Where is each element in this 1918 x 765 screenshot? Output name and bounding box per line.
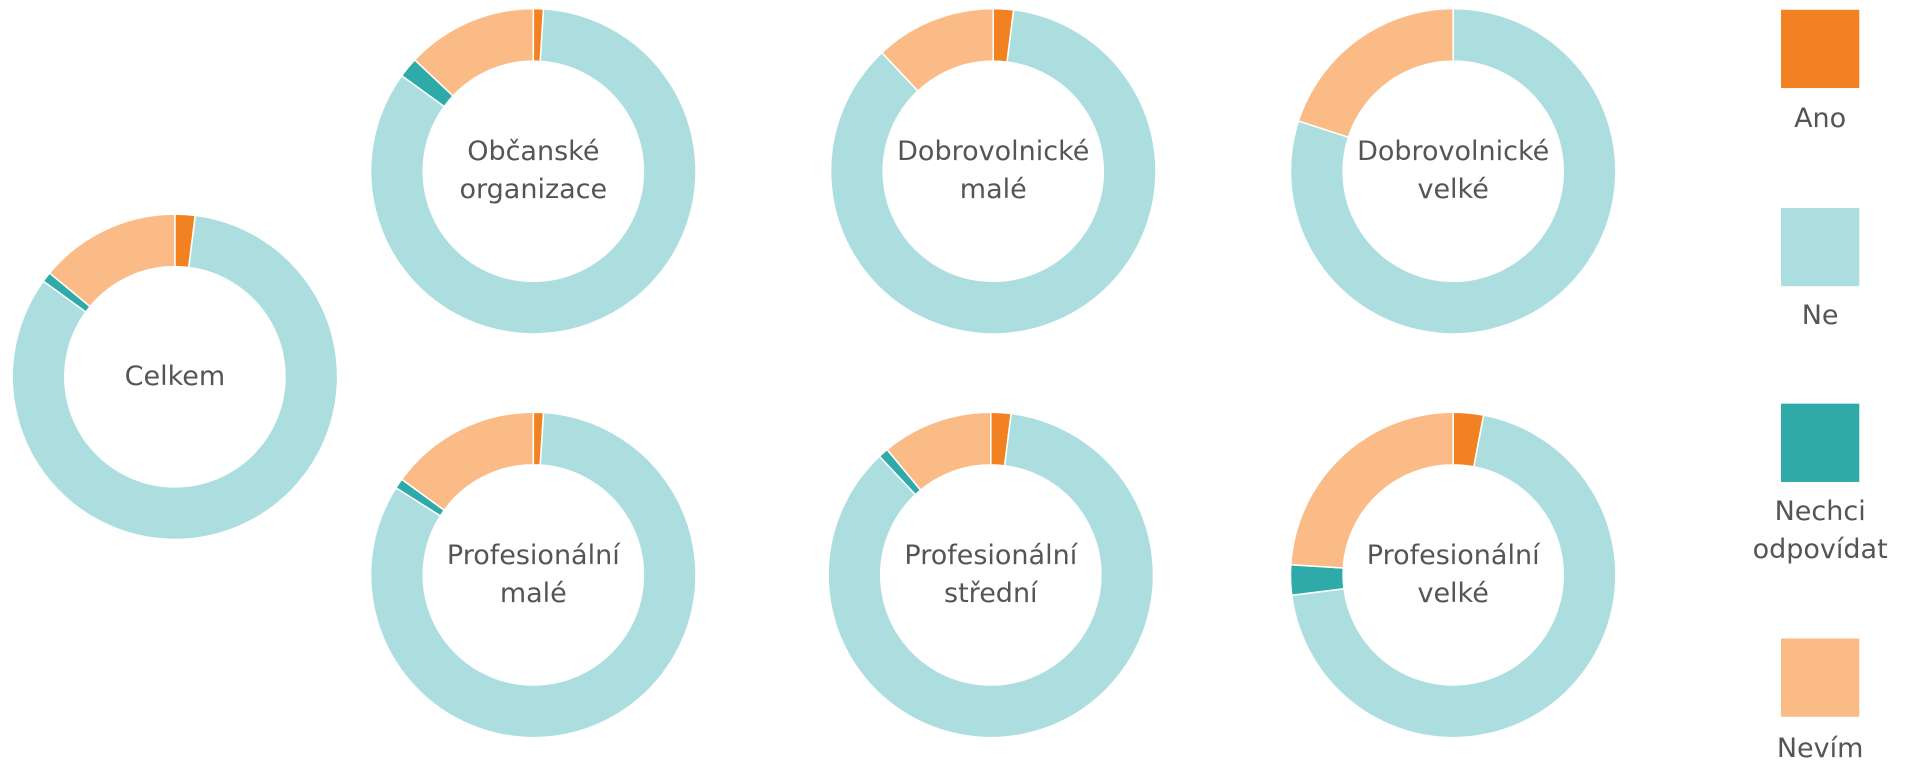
donut-segment bbox=[880, 7, 994, 93]
legend-label: Ano bbox=[1794, 102, 1847, 134]
donut-segment bbox=[1297, 7, 1454, 139]
legend-label: Ne bbox=[1801, 299, 1839, 331]
donut-segment bbox=[829, 9, 1157, 335]
donut-segment bbox=[1290, 411, 1454, 569]
donut-label: Profesionální malé bbox=[446, 539, 620, 609]
donut-segment bbox=[369, 8, 697, 335]
donut-segment bbox=[1290, 414, 1617, 739]
legend-label: Nechci odpovídat bbox=[1752, 495, 1888, 565]
donut-segment bbox=[413, 7, 535, 97]
donut-segment bbox=[369, 411, 697, 739]
legend-label: Nevím bbox=[1776, 732, 1864, 764]
legend-swatch bbox=[1781, 207, 1860, 287]
legend-swatch bbox=[1781, 403, 1860, 482]
donut-segment bbox=[11, 214, 339, 541]
donut-segment bbox=[48, 213, 176, 308]
donut-segment bbox=[886, 411, 992, 492]
legend-swatch bbox=[1781, 9, 1860, 89]
donut-label: Dobrovolnické velké bbox=[1357, 136, 1550, 206]
donut-segment bbox=[400, 411, 535, 512]
donut-segment bbox=[1289, 7, 1617, 335]
donut-label: Profesionální velké bbox=[1366, 539, 1540, 609]
donut-label: Celkem bbox=[124, 360, 226, 392]
donut-label: Občanské organizace bbox=[459, 136, 608, 206]
legend-swatch bbox=[1781, 638, 1860, 717]
donut-segment bbox=[827, 412, 1155, 739]
donut-label: Dobrovolnické malé bbox=[897, 136, 1090, 206]
donut-label: Profesionální střední bbox=[904, 539, 1078, 609]
